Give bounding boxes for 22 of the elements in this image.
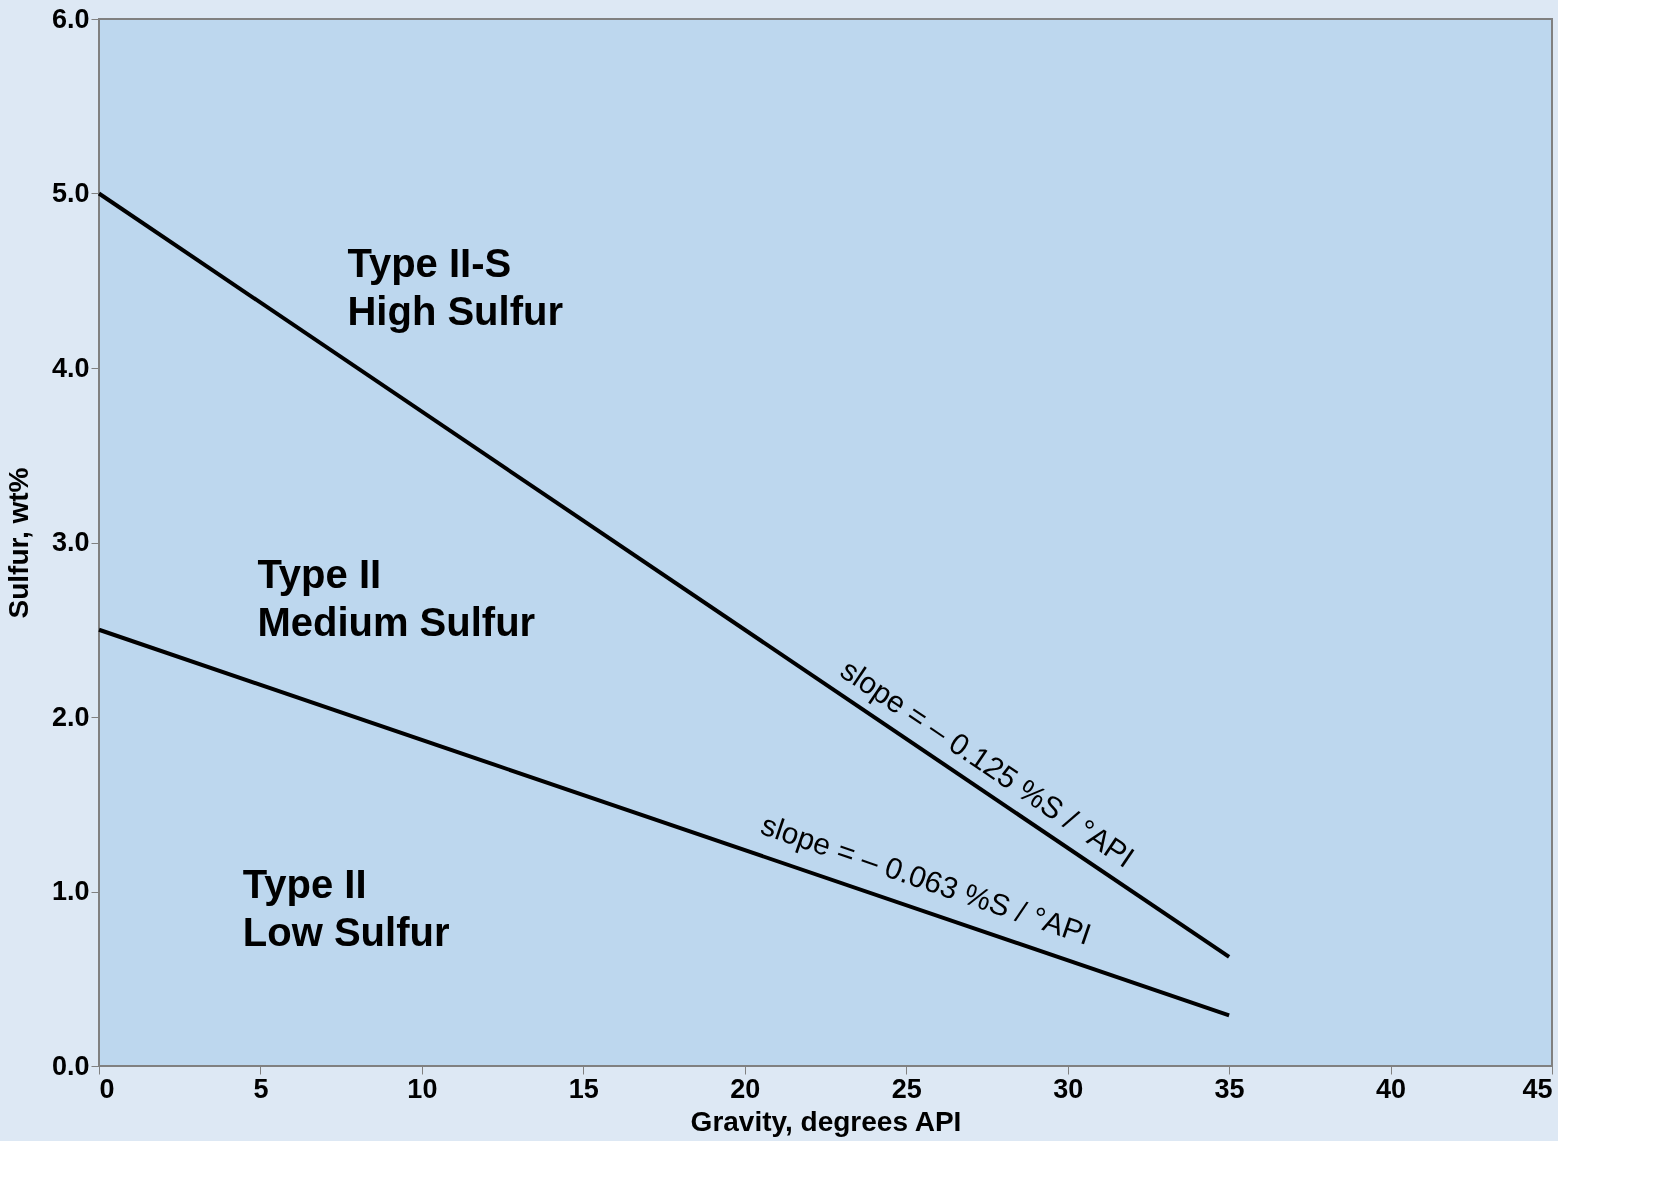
- x-tick-label: 25: [891, 1073, 922, 1104]
- x-tick-label: 40: [1376, 1073, 1407, 1104]
- x-tick-label: 0: [99, 1073, 115, 1104]
- x-tick-label: 30: [1053, 1073, 1084, 1104]
- y-tick-label: 5.0: [51, 178, 90, 208]
- y-tick-label: 3.0: [51, 527, 90, 557]
- annotation: Type II Medium Sulfur: [257, 552, 536, 644]
- y-tick-label: 0.0: [51, 1050, 90, 1081]
- x-tick-label: 35: [1214, 1073, 1245, 1104]
- x-axis-title: Gravity, degrees API: [690, 1105, 962, 1137]
- y-tick-label: 2.0: [51, 701, 90, 732]
- y-tick-label: 1.0: [51, 876, 90, 906]
- x-tick-label: 10: [407, 1073, 438, 1104]
- x-tick-label: 20: [730, 1073, 761, 1104]
- annotation: Type II-S High Sulfur: [347, 241, 563, 334]
- x-tick-label: 5: [253, 1073, 269, 1104]
- y-axis-title: Sulfur, wt%: [2, 467, 34, 619]
- x-tick-label: 15: [568, 1073, 599, 1104]
- x-tick-label: 45: [1522, 1073, 1553, 1104]
- annotation: Type II Low Sulfur: [242, 861, 450, 954]
- y-tick-label: 6.0: [51, 3, 90, 34]
- y-tick-label: 4.0: [51, 352, 90, 383]
